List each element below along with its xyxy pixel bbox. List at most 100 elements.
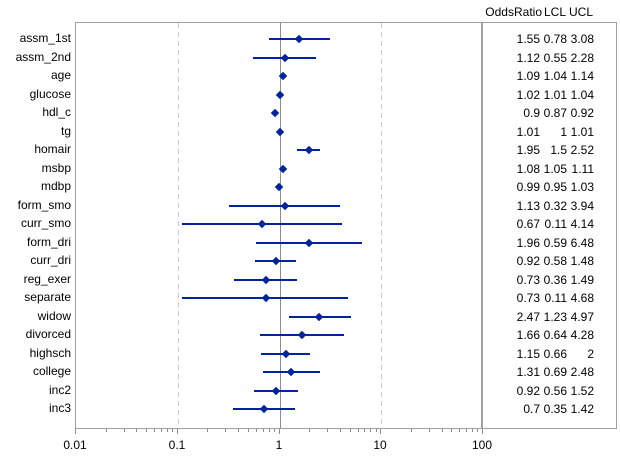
value-lcl: 0.55 — [543, 51, 567, 65]
y-axis-label: tg — [60, 123, 71, 138]
table-row: 1.12 0.55 2.28 — [483, 51, 594, 65]
value-ucl: 2.52 — [570, 143, 594, 157]
gridline — [178, 23, 179, 428]
value-oddsratio: 0.99 — [516, 180, 540, 194]
y-axis-label: reg_exer — [23, 271, 71, 286]
value-ucl: 3.08 — [570, 32, 594, 46]
x-axis-minor-tick — [274, 429, 275, 432]
value-ucl: 1.03 — [570, 180, 594, 194]
value-oddsratio: 1.12 — [516, 51, 540, 65]
table-row: 0.67 0.11 4.14 — [483, 217, 594, 231]
x-axis-minor-tick — [172, 429, 173, 432]
odds-ratio-marker — [261, 293, 270, 303]
value-lcl: 1.05 — [543, 162, 567, 176]
table-row: 1.31 0.69 2.48 — [483, 365, 594, 379]
table-row: 2.47 1.23 4.97 — [483, 310, 594, 324]
value-oddsratio: 1.55 — [516, 32, 540, 46]
value-ucl: 4.97 — [570, 310, 594, 324]
x-axis-minor-tick — [477, 429, 478, 432]
x-axis-tick-label: 0.01 — [63, 438, 87, 452]
x-axis-minor-tick — [106, 429, 107, 432]
value-ucl: 2.48 — [570, 365, 594, 379]
value-lcl: 0.66 — [543, 347, 567, 361]
value-oddsratio: 1.01 — [516, 125, 540, 139]
odds-ratio-marker — [297, 330, 307, 340]
odds-ratio-marker — [280, 53, 289, 62]
x-axis-minor-tick — [350, 429, 351, 432]
table-row: 1.08 1.05 1.11 — [483, 162, 594, 176]
table-row: 0.73 0.36 1.49 — [483, 273, 594, 287]
x-axis-minor-tick — [161, 429, 162, 432]
table-row: 0.99 0.95 1.03 — [483, 180, 594, 194]
odds-ratio-marker — [276, 90, 285, 99]
x-axis-major-tick — [482, 429, 483, 434]
col-header-ucl: UCL — [568, 5, 593, 19]
x-axis-minor-tick — [411, 429, 412, 432]
x-axis-minor-tick — [376, 429, 377, 432]
table-row: 1.66 0.64 4.28 — [483, 328, 594, 342]
value-lcl: 1.5 — [550, 143, 567, 157]
y-axis-label: assm_2nd — [15, 49, 71, 64]
x-axis-minor-tick — [429, 429, 430, 432]
value-lcl: 0.64 — [543, 328, 567, 342]
table-row: 1.15 0.66 2 — [483, 347, 594, 361]
value-ucl: 4.14 — [570, 217, 594, 231]
gridline — [381, 23, 382, 428]
value-oddsratio: 0.9 — [523, 106, 540, 120]
x-axis-minor-tick — [269, 429, 270, 432]
value-oddsratio: 0.73 — [516, 291, 540, 305]
value-ucl: 1.14 — [570, 69, 594, 83]
x-axis-minor-tick — [459, 429, 460, 432]
value-oddsratio: 1.31 — [516, 365, 540, 379]
value-oddsratio: 1.09 — [516, 69, 540, 83]
value-oddsratio: 1.02 — [516, 88, 540, 102]
value-oddsratio: 0.67 — [516, 217, 540, 231]
x-axis-minor-tick — [146, 429, 147, 432]
value-lcl: 1 — [560, 125, 567, 139]
value-oddsratio: 1.66 — [516, 328, 540, 342]
y-axis-label: form_dri — [26, 234, 71, 249]
table-row: 0.92 0.58 1.48 — [483, 254, 594, 268]
y-axis-label: inc3 — [48, 401, 71, 415]
y-axis-label: homair — [34, 142, 71, 156]
y-axis-label: inc2 — [48, 382, 71, 397]
y-axis-label: highsch — [29, 345, 71, 360]
x-axis-tick-label: 100 — [471, 438, 493, 452]
y-axis-label: college — [32, 364, 71, 378]
value-lcl: 1.04 — [543, 69, 567, 83]
x-axis-minor-tick — [167, 429, 168, 432]
value-ucl: 2 — [587, 347, 594, 361]
table-row: 1.02 1.01 1.04 — [483, 88, 594, 102]
value-oddsratio: 1.15 — [516, 347, 540, 361]
value-oddsratio: 1.13 — [516, 199, 540, 213]
value-lcl: 0.32 — [543, 199, 567, 213]
x-axis-minor-tick — [442, 429, 443, 432]
value-ucl: 2.28 — [570, 51, 594, 65]
value-ucl: 1.11 — [571, 162, 594, 176]
x-axis-minor-tick — [451, 429, 452, 432]
x-axis-minor-tick — [327, 429, 328, 432]
value-oddsratio: 2.47 — [516, 310, 540, 324]
odds-ratio-marker — [275, 127, 285, 136]
odds-ratio-marker — [315, 312, 324, 321]
value-oddsratio: 1.08 — [516, 162, 540, 176]
value-ucl: 1.48 — [570, 254, 594, 268]
col-header-lcl: LCL — [543, 5, 566, 19]
y-axis-label: widow — [37, 308, 71, 323]
odds-ratio-marker — [271, 386, 281, 395]
x-axis-minor-tick — [263, 429, 264, 432]
x-axis-major-tick — [380, 429, 381, 434]
value-lcl: 0.95 — [543, 180, 567, 194]
odds-ratio-marker — [257, 219, 267, 229]
value-oddsratio: 0.7 — [523, 402, 540, 416]
table-row: 0.92 0.56 1.52 — [483, 384, 594, 398]
value-lcl: 0.78 — [543, 32, 567, 46]
value-ucl: 1.04 — [570, 88, 594, 102]
table-row: 1.55 0.78 3.08 — [483, 32, 594, 46]
y-axis-label: age — [50, 68, 71, 82]
odds-ratio-marker — [304, 238, 314, 247]
x-axis-major-tick — [279, 429, 280, 434]
y-axis-label: msbp — [41, 160, 71, 175]
y-axis-label: mdbp — [40, 179, 71, 193]
value-lcl: 1.01 — [543, 88, 567, 102]
